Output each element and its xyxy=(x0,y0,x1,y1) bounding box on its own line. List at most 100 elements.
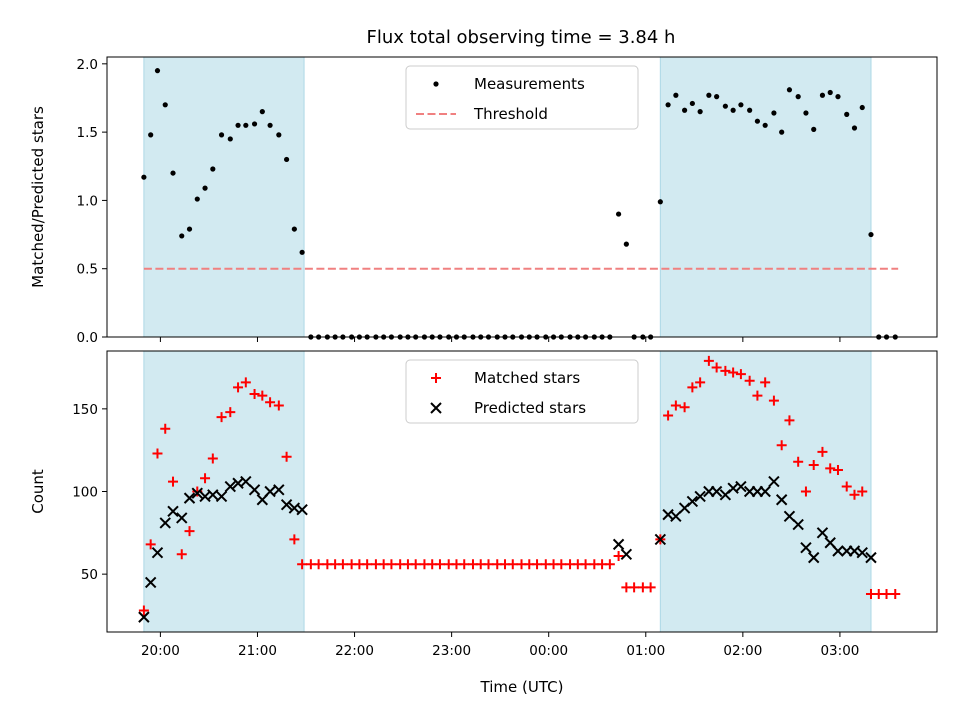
measurement-point xyxy=(811,126,817,132)
matched-star-point xyxy=(776,440,787,451)
matched-star-point xyxy=(200,473,211,484)
predicted-star-point xyxy=(191,487,203,499)
x-tick-label: 03:00 xyxy=(820,643,859,659)
matched-star-point xyxy=(249,388,260,399)
matched-star-point xyxy=(216,412,227,423)
matched-star-point xyxy=(808,460,819,471)
matched-star-point xyxy=(556,559,567,570)
measurement-point xyxy=(657,199,663,205)
predicted-star-point xyxy=(654,533,667,546)
matched-star-point xyxy=(289,534,300,545)
measurement-point xyxy=(697,109,703,115)
count-points xyxy=(138,355,901,623)
panel-ratio: 0.00.51.01.52.0 Matched/Predicted stars … xyxy=(29,56,938,346)
measurement-point xyxy=(283,156,290,163)
measurement-point xyxy=(714,94,720,100)
matched-star-point xyxy=(184,526,195,537)
matched-star-point xyxy=(273,400,284,411)
matched-star-point xyxy=(152,448,163,459)
measurement-point xyxy=(689,100,695,107)
matched-star-point xyxy=(849,489,860,500)
predicted-star-point xyxy=(151,546,164,559)
legend-box xyxy=(405,359,639,424)
matched-star-point xyxy=(386,559,397,570)
predicted-star-point xyxy=(159,517,171,529)
measurement-point xyxy=(267,122,273,128)
matched-star-point xyxy=(145,539,156,550)
y-tick-label: 50 xyxy=(81,567,98,583)
matched-star-point xyxy=(297,559,308,570)
predicted-star-point xyxy=(183,492,196,504)
measurement-point xyxy=(299,249,305,255)
measurement-point xyxy=(259,109,265,115)
matched-star-point xyxy=(265,397,276,408)
legend-marker-measurements xyxy=(433,81,439,87)
measurement-point xyxy=(730,107,736,113)
matched-star-point xyxy=(507,559,518,570)
matched-star-point xyxy=(168,476,179,487)
measurement-point xyxy=(615,211,622,217)
y-axis-label-count: Count xyxy=(29,469,47,514)
measurement-point xyxy=(202,185,208,191)
measurement-point xyxy=(186,226,193,232)
measurement-point xyxy=(170,170,176,176)
matched-star-point xyxy=(841,481,852,492)
measurement-point xyxy=(291,226,297,232)
measurement-point xyxy=(803,110,809,116)
measurement-point xyxy=(194,196,200,202)
legend-label: Threshold xyxy=(473,105,548,123)
measurement-point xyxy=(779,129,785,135)
y-tick-label: 150 xyxy=(72,402,98,418)
predicted-star-point xyxy=(612,538,625,551)
matched-star-point xyxy=(629,582,640,593)
measurement-point xyxy=(738,102,744,108)
shaded-regions xyxy=(143,56,872,338)
legend-box xyxy=(405,65,639,130)
matched-star-point xyxy=(670,400,681,411)
measurement-point xyxy=(786,87,793,93)
predicted-star-point xyxy=(775,494,788,506)
predicted-star-point xyxy=(856,546,868,559)
legend-label: Matched stars xyxy=(474,369,580,387)
measurement-point xyxy=(235,122,241,128)
y-tick-label: 1.5 xyxy=(77,125,98,141)
matched-star-point xyxy=(768,395,779,406)
y-axis-label-ratio: Matched/Predicted stars xyxy=(29,106,47,288)
x-tick-label: 00:00 xyxy=(529,643,568,659)
matched-star-point xyxy=(337,559,348,570)
x-tick-label: 23:00 xyxy=(432,643,471,659)
x-ticks-top xyxy=(159,337,841,342)
predicted-star-point xyxy=(620,548,633,561)
matched-star-point xyxy=(281,451,292,462)
y-axis-ratio: 0.0 0.5 1.0 1.5 2.0 xyxy=(77,57,107,346)
x-tick-label: 22:00 xyxy=(335,643,374,659)
legend-ratio: Measurements Threshold xyxy=(405,65,639,130)
predicted-star-point xyxy=(735,480,747,493)
matched-star-point xyxy=(207,453,218,464)
measurement-point xyxy=(210,166,216,172)
matched-star-point xyxy=(687,382,698,393)
y-tick-label: 0.0 xyxy=(77,330,98,346)
matched-star-point xyxy=(857,486,868,497)
matched-star-point xyxy=(890,588,901,599)
measurement-point xyxy=(844,111,850,117)
ratio-points xyxy=(141,68,898,340)
predicted-star-point xyxy=(792,518,804,531)
matched-star-point xyxy=(744,375,755,386)
matched-star-point xyxy=(832,465,843,476)
matched-star-point xyxy=(532,559,543,570)
measurement-point xyxy=(162,102,168,108)
measurement-point xyxy=(141,174,147,180)
predicted-star-point xyxy=(240,475,252,488)
measurement-point xyxy=(827,89,833,96)
matched-star-point xyxy=(881,588,892,599)
matched-star-point xyxy=(760,377,771,388)
legend-label: Predicted stars xyxy=(474,399,586,417)
predicted-star-point xyxy=(207,489,219,501)
matched-star-point xyxy=(410,559,421,570)
predicted-star-point xyxy=(670,510,682,523)
x-axis: 20:00 21:00 22:00 23:00 00:00 01:00 02:00 03:00 xyxy=(141,632,859,659)
matched-star-point xyxy=(483,559,494,570)
y-tick-label: 100 xyxy=(72,485,98,501)
predicted-star-point xyxy=(832,545,844,557)
